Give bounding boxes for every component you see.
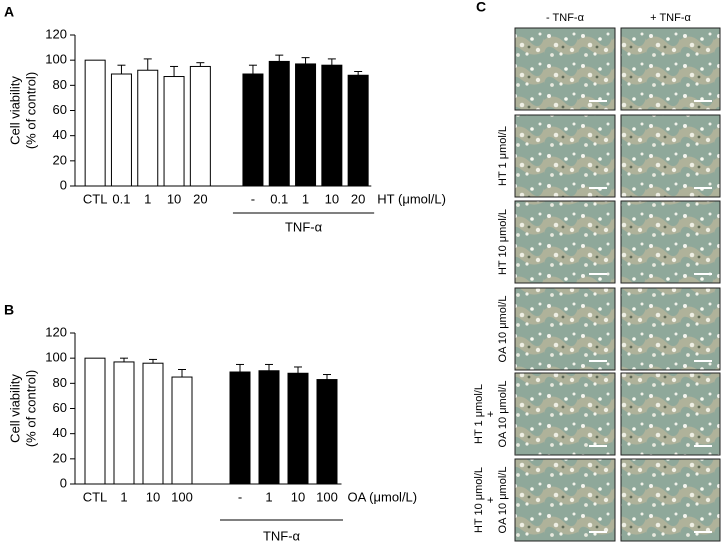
bar: [142, 362, 164, 485]
bar: [171, 376, 193, 485]
micrograph: [514, 287, 616, 371]
x-tick-label: -: [251, 191, 255, 206]
y-tick-label: 100: [45, 52, 67, 67]
micrograph: [620, 287, 721, 371]
micrograph: [620, 114, 721, 198]
bar: [189, 65, 211, 187]
y-axis-label: (% of control): [23, 370, 38, 447]
x-tick-label: 10: [167, 191, 181, 206]
y-tick-label: 60: [53, 102, 67, 117]
x-axis-label: OA (μmol/L): [348, 489, 418, 504]
panel-label: A: [4, 4, 14, 20]
bar: [287, 372, 309, 485]
bar: [295, 63, 317, 187]
panel-label: B: [4, 302, 14, 318]
y-tick-label: 120: [45, 324, 67, 339]
y-tick-label: 100: [45, 350, 67, 365]
x-tick-label: CTL: [83, 191, 108, 206]
y-tick-label: 0: [60, 177, 67, 192]
row-label: OA 10 μmol/L: [497, 381, 509, 448]
bar: [137, 69, 159, 187]
x-tick-label: 100: [316, 489, 338, 504]
y-tick-label: 80: [53, 375, 67, 390]
x-tick-label: 10: [325, 191, 339, 206]
y-tick-label: 20: [53, 450, 67, 465]
x-tick-label: -: [238, 489, 242, 504]
bar-chart: B Cell viability (% of control) 0 20 40 60 80 10…: [4, 302, 417, 544]
x-tick-label: 0.1: [270, 191, 288, 206]
y-tick-label: 40: [53, 425, 67, 440]
y-tick-label: 20: [53, 152, 67, 167]
bar: [321, 64, 343, 187]
row-label: +: [485, 411, 497, 417]
bar: [258, 370, 280, 485]
micrograph: [514, 27, 616, 111]
x-tick-label: 20: [351, 191, 365, 206]
micrograph: [620, 200, 721, 284]
micrograph: [514, 200, 616, 284]
x-tick-label: 0.1: [112, 191, 130, 206]
panel-c: C - TNF-α + TNF-α HT 1 μmol/L HT 10 μmol/L OA…: [473, 0, 721, 542]
row-label: HT 10 μmol/L: [473, 467, 485, 533]
bar: [347, 74, 369, 187]
bar: [229, 371, 251, 485]
row-label: HT 10 μmol/L: [497, 209, 509, 275]
bar: [84, 59, 106, 187]
row-label: OA 10 μmol/L: [497, 467, 509, 534]
bar: [84, 357, 106, 485]
x-tick-label: 1: [120, 489, 127, 504]
y-tick-label: 0: [60, 475, 67, 490]
y-axis-label: (% of control): [23, 72, 38, 149]
bar: [113, 361, 135, 485]
x-tick-label: 100: [171, 489, 193, 504]
x-tick-label: CTL: [83, 489, 108, 504]
y-axis-label: Cell viability: [7, 374, 22, 443]
bar: [268, 60, 290, 187]
row-label: +: [485, 497, 497, 503]
bar: [242, 73, 264, 187]
x-tick-label: 10: [291, 489, 305, 504]
row-label: OA 10 μmol/L: [497, 296, 509, 363]
y-tick-label: 60: [53, 400, 67, 415]
row-label: HT 1 μmol/L: [497, 126, 509, 186]
y-tick-label: 80: [53, 77, 67, 92]
y-axis-label: Cell viability: [7, 76, 22, 145]
x-axis-label: HT (μmol/L): [377, 191, 446, 206]
column-header: + TNF-α: [650, 12, 691, 24]
x-tick-label: 1: [302, 191, 309, 206]
x-tick-label: 1: [144, 191, 151, 206]
micrograph: [620, 372, 721, 456]
y-tick-label: 40: [53, 127, 67, 142]
micrograph: [514, 372, 616, 456]
panel-label: C: [476, 0, 486, 15]
x-tick-label: 10: [146, 489, 160, 504]
bar: [163, 76, 185, 187]
row-label: HT 1 μmol/L: [473, 384, 485, 444]
micrograph: [514, 458, 616, 542]
micrograph: [620, 27, 721, 111]
group-label: TNF-α: [285, 219, 323, 234]
bar: [316, 379, 338, 485]
x-tick-label: 1: [265, 489, 272, 504]
bar: [110, 73, 132, 187]
micrograph: [514, 114, 616, 198]
column-header: - TNF-α: [546, 12, 585, 24]
group-label: TNF-α: [263, 528, 301, 543]
micrograph: [620, 458, 721, 542]
x-tick-label: 20: [193, 191, 207, 206]
y-tick-label: 120: [45, 26, 67, 41]
